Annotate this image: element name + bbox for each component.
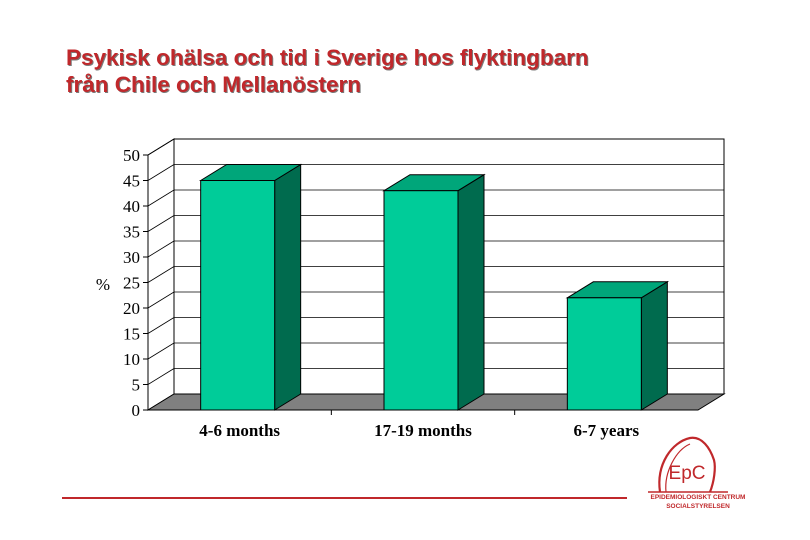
side-gridline [147,215,175,232]
category-label: 4-6 months [199,421,280,440]
y-tick-label: 15 [123,325,140,344]
logo-org-line-2: SOCIALSTYRELSEN [666,503,730,510]
title-line-2: från Chile och Mellanöstern [66,72,362,97]
y-tick-label: 35 [123,223,140,242]
category-labels: 4-6 months 17-19 months 6-7 years [199,410,640,440]
side-gridline [147,291,175,309]
category-label: 6-7 years [574,421,640,440]
bar [198,163,303,411]
y-tick-label: 5 [132,376,141,395]
bars [198,163,670,411]
title-line-1: Psykisk ohälsa och tid i Sverige hos fly… [66,45,589,70]
side-gridline [147,164,175,181]
bar [565,280,670,411]
y-tick-label: 50 [123,146,140,165]
y-tick-label: 45 [123,172,140,191]
bar-side [457,173,485,411]
bar-side [274,163,302,411]
epc-logo: EpC [648,436,728,493]
category-label: 17-19 months [374,421,472,440]
bar-front [566,297,642,411]
y-axis-ticks: 0 5 10 15 20 25 30 35 40 45 50 [123,146,148,420]
page-title: Psykisk ohälsa och tid i Sverige hos fly… [66,44,786,98]
y-tick-label: 30 [123,248,140,267]
bar [382,173,486,411]
bar-front [200,180,276,411]
logo-arc-icon [658,436,716,493]
y-tick-label: 20 [123,299,140,318]
y-tick-label: 0 [132,401,141,420]
bar-front [383,190,459,411]
footer-divider [62,497,627,499]
bar-side [640,280,668,411]
side-gridline [147,240,175,258]
side-gridline [147,317,175,334]
logo-organization: EPIDEMIOLOGISKT CENTRUM SOCIALSTYRELSEN [628,493,768,511]
side-gridline [147,266,175,283]
side-gridline [147,189,175,207]
y-axis-label: % [96,275,110,294]
y-tick-label: 10 [123,350,140,369]
y-tick-label: 40 [123,197,140,216]
side-gridline [147,368,175,385]
logo-inner-arc-icon [665,443,691,493]
logo-text: EpC [669,463,706,484]
side-gridline [147,342,175,360]
y-tick-label: 25 [123,274,140,293]
side-gridline [147,138,175,156]
logo-org-line-1: EPIDEMIOLOGISKT CENTRUM [650,494,746,501]
